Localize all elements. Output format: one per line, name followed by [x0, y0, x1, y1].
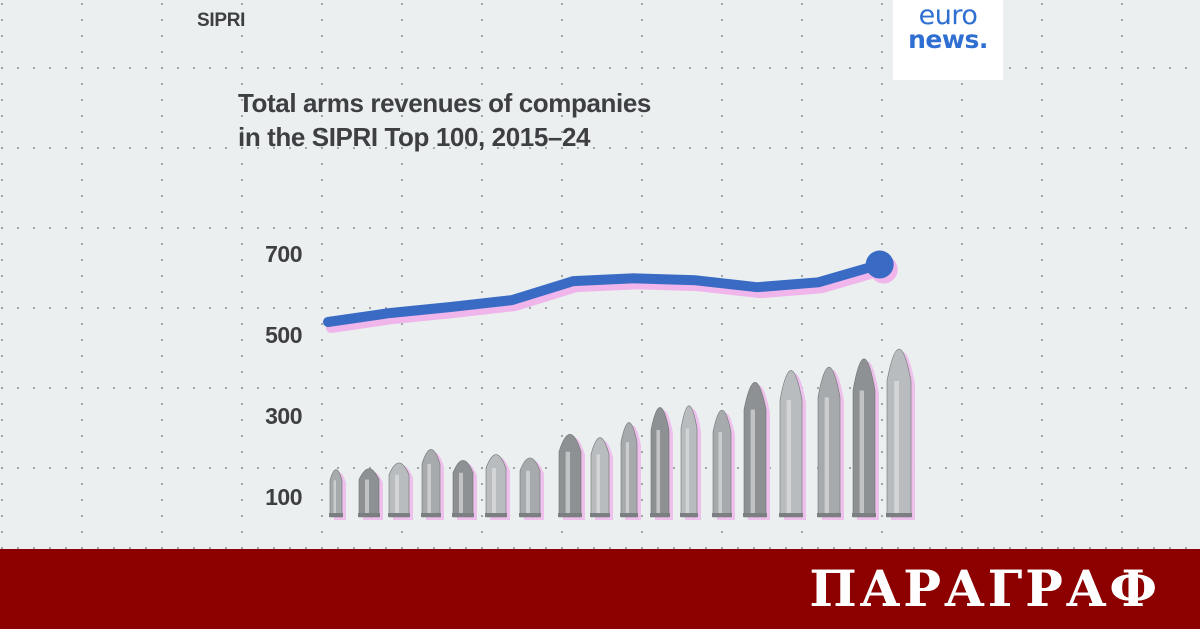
- chart-title-line-2: in the SIPRI Top 100, 2015–24: [238, 122, 591, 152]
- euronews-logo: euro news.: [893, 0, 1003, 80]
- y-tick-700: 700: [265, 241, 302, 267]
- logo-line-1: euro: [918, 0, 978, 31]
- revenue-line: [323, 259, 885, 327]
- chart-title: Total arms revenues of companies in the …: [238, 86, 651, 154]
- source-label: SIPRI: [197, 10, 246, 31]
- logo-line-2: news.: [908, 25, 988, 54]
- dotted-grid: [0, 0, 1200, 549]
- end-point-dot: [865, 250, 894, 279]
- y-tick-100: 100: [265, 484, 302, 510]
- line-chart: [323, 250, 915, 520]
- banner-text: ПАРАГРАФ: [809, 559, 1160, 618]
- y-tick-300: 300: [265, 403, 302, 429]
- line-shadow: [326, 265, 888, 333]
- bullet-illustrations: [329, 348, 915, 520]
- chart-title-line-1: Total arms revenues of companies: [238, 88, 651, 118]
- paragraf-banner: ПАРАГРАФ: [0, 549, 1200, 629]
- y-tick-500: 500: [265, 322, 302, 348]
